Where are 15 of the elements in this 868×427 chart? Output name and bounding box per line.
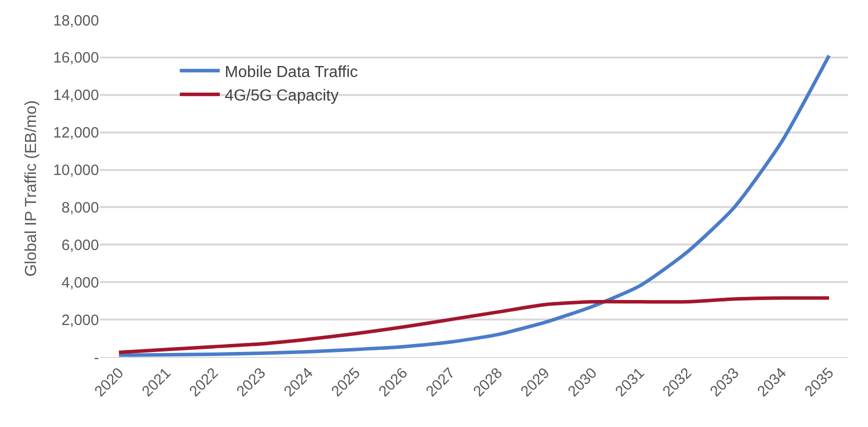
y-axis-title: Global IP Traffic (EB/mo) xyxy=(23,100,40,277)
y-tick-label: 12,000 xyxy=(53,124,99,142)
legend-label: 4G/5G Capacity xyxy=(224,88,339,105)
y-tick-label: 4,000 xyxy=(61,274,99,292)
y-tick-label: 2,000 xyxy=(61,312,99,329)
y-tick-label: 18,000 xyxy=(53,12,99,30)
y-tick-label: 14,000 xyxy=(53,87,99,104)
line-series xyxy=(117,296,831,354)
y-tick-label: 6,000 xyxy=(61,236,99,254)
y-tick-label: - xyxy=(94,349,99,366)
line-series xyxy=(117,54,831,357)
y-tick-label: 8,000 xyxy=(61,199,99,216)
y-tick-label: 16,000 xyxy=(53,50,99,67)
legend-label: Mobile Data Traffic xyxy=(224,64,358,81)
y-tick-label: 10,000 xyxy=(53,162,99,180)
